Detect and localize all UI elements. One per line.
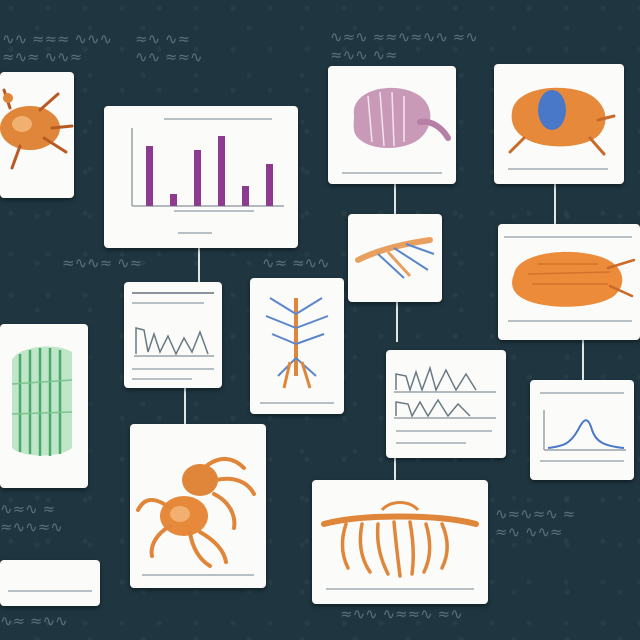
text-line xyxy=(164,118,272,120)
background-scribble: ∿≈ ≈∿∿ xyxy=(0,612,68,630)
background-scribble: ∿≈∿ ≈ ≈∿∿≈∿ xyxy=(0,500,63,536)
connector-line xyxy=(554,184,556,224)
connector-line xyxy=(396,302,398,342)
background-scribble: ∿≈∿ ≈≈∿≈∿∿ ≈∿ ≈∿∿ ∿≈ xyxy=(330,28,478,64)
text-line xyxy=(132,368,214,370)
text-line xyxy=(504,236,632,238)
card-orange-spider[interactable] xyxy=(130,424,266,588)
orange-blob-illustration xyxy=(512,251,636,307)
card-purple-bar-chart[interactable] xyxy=(104,106,298,248)
background-scribble: ∿≈ ≈∿∿ xyxy=(262,254,330,272)
card-blue-root-specimen[interactable] xyxy=(250,278,344,414)
orange-spider-illustration xyxy=(136,457,256,568)
card-blank-bottom-left[interactable] xyxy=(0,560,100,606)
background-scribble: ≈∿∿≈ ∿≈ xyxy=(62,254,143,270)
root-specimen-illustration xyxy=(265,297,329,389)
text-line xyxy=(132,302,204,304)
text-line xyxy=(342,172,442,174)
background-scribble: ≈∿ ∿≈ ∿∿ ≈≈∿ xyxy=(135,30,203,64)
card-orange-tentacle[interactable] xyxy=(312,480,488,604)
text-line xyxy=(142,574,254,576)
text-line xyxy=(174,210,254,212)
card-pink-organ[interactable] xyxy=(328,66,456,184)
background-scribble: ∿∿ ≈≈≈ ∿∿∿ ≈∿≈ ∿∿≈ xyxy=(2,30,113,66)
pink-organ-illustration xyxy=(353,87,451,148)
text-line xyxy=(132,292,214,294)
card-blue-branch-specimen[interactable] xyxy=(348,214,442,302)
text-line xyxy=(132,378,192,380)
text-line xyxy=(396,430,492,432)
text-line xyxy=(178,232,212,234)
text-line xyxy=(396,442,466,444)
background-scribble: ∿≈∿≈∿ ≈ ≈∿ ∿∿≈ xyxy=(495,505,576,541)
curve-chart-illustration xyxy=(543,410,626,451)
connector-line xyxy=(184,388,186,424)
card-orange-insect-topleft[interactable] xyxy=(0,72,74,198)
line-chart-illustration xyxy=(134,327,214,357)
text-line xyxy=(260,402,334,404)
orange-insect-illustration xyxy=(0,88,74,170)
text-line xyxy=(540,460,624,462)
orange-tentacle-illustration xyxy=(321,501,479,578)
text-line xyxy=(508,168,608,170)
green-tissue-illustration xyxy=(11,346,73,456)
card-blue-curve-chart[interactable] xyxy=(530,380,634,480)
line-chart-middle-illustration xyxy=(394,365,496,419)
text-line xyxy=(326,588,474,590)
card-green-tissue[interactable] xyxy=(0,324,88,488)
text-line xyxy=(540,392,624,394)
connector-line xyxy=(394,458,396,480)
connector-line xyxy=(394,184,396,216)
branch-specimen-illustration xyxy=(355,237,435,279)
background-scribble: ≈∿∿ ∿≈≈∿ ≈∿ xyxy=(340,605,463,623)
connector-line xyxy=(198,248,200,282)
card-line-chart-middle[interactable] xyxy=(386,350,506,458)
bar-chart-illustration xyxy=(131,128,284,207)
card-orange-blob[interactable] xyxy=(498,224,640,340)
text-line xyxy=(508,320,632,322)
connector-line xyxy=(582,340,584,380)
orange-blue-organism-illustration xyxy=(508,87,616,156)
text-line xyxy=(8,590,92,592)
card-line-chart-left[interactable] xyxy=(124,282,222,388)
card-orange-blue-organism[interactable] xyxy=(494,64,624,184)
